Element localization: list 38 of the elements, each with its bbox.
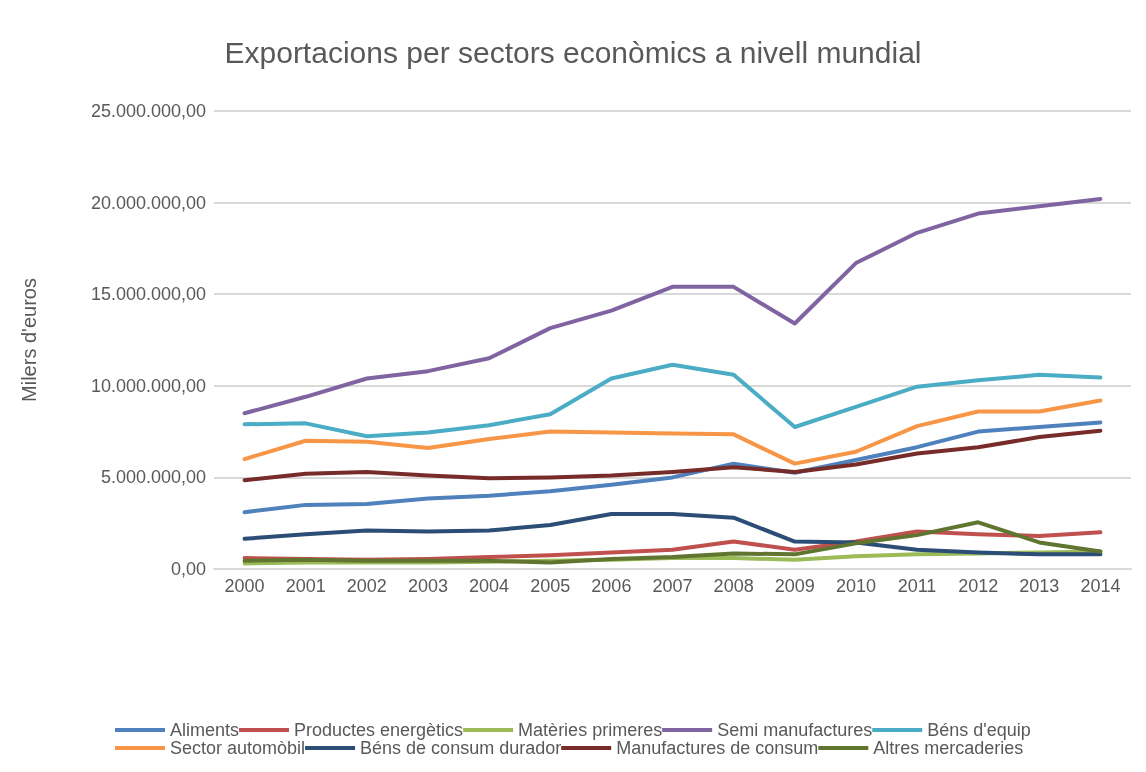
legend-label: Productes energètics (294, 720, 464, 740)
line-series (242, 520, 1103, 565)
legend-label: Manufactures de consum (616, 738, 819, 758)
x-tick-label: 2004 (469, 576, 510, 596)
x-tick-label: 2012 (958, 576, 999, 596)
y-tick-label: 15.000.000,00 (90, 284, 206, 305)
y-tick-label: 5.000.000,00 (100, 467, 206, 488)
legend-label: Matèries primeres (518, 720, 663, 740)
x-tick-label: 2010 (835, 576, 876, 596)
legend-label: Altres mercaderies (873, 738, 1024, 758)
legend-label: Sector automòbil (170, 738, 306, 758)
y-tick-label: 0,00 (170, 559, 206, 579)
legend-label: Béns de consum durador (360, 738, 562, 758)
x-tick-label: 2014 (1080, 576, 1121, 596)
x-tick-label: 2000 (224, 576, 265, 596)
x-tick-label: 2009 (774, 576, 815, 596)
x-tick-label: 2002 (346, 576, 387, 596)
y-tick-label: 10.000.000,00 (90, 375, 206, 396)
x-tick-label: 2011 (897, 576, 937, 596)
x-tick-label: 2001 (285, 576, 326, 596)
line-series (242, 512, 1103, 557)
x-tick-label: 2003 (407, 576, 448, 596)
x-tick-label: 2008 (713, 576, 754, 596)
x-tick-label: 2013 (1019, 576, 1060, 596)
y-tick-label: 20.000.000,00 (90, 192, 206, 213)
legend-label: Béns d'equip (927, 720, 1031, 740)
legend-label: Semi manufactures (717, 720, 873, 740)
y-tick-label: 25.000.000,00 (90, 101, 206, 121)
chart-title: Exportacions per sectors econòmics a nivell mundial (224, 35, 922, 69)
line-series (242, 428, 1103, 483)
line-series (242, 196, 1103, 416)
y-axis-title: Milers d'euros (18, 278, 40, 402)
line-series (242, 398, 1103, 466)
legend-label: Aliments (170, 720, 240, 740)
x-tick-label: 2006 (591, 576, 632, 596)
line-series (242, 362, 1103, 439)
x-tick-label: 2007 (652, 576, 693, 596)
x-tick-label: 2005 (530, 576, 571, 596)
